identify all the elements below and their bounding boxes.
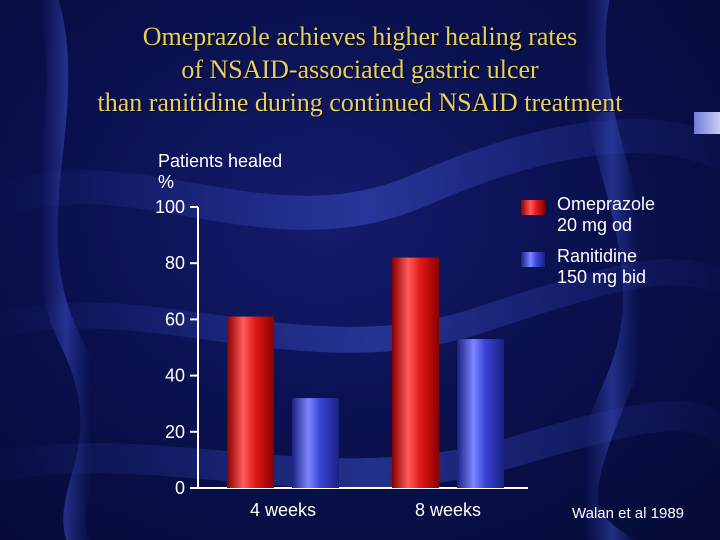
y-tick-label-80: 80: [165, 253, 185, 273]
y-axis-label-line-1: Patients healed: [158, 151, 283, 171]
x-category-label-2: 8 weeks: [415, 500, 481, 520]
slide-title: Omeprazole achieves higher healing rates…: [0, 20, 720, 119]
legend-label-ranitidine-line-2: 150 mg bid: [557, 267, 647, 287]
y-axis-label-line-2: %: [158, 172, 175, 192]
y-tick-label-60: 60: [165, 309, 185, 329]
legend-label-ranitidine-line-1: Ranitidine: [557, 246, 638, 266]
legend-swatch-ranitidine: [521, 252, 545, 267]
legend-label-omeprazole: Omeprazole 20 mg od: [557, 194, 655, 236]
legend-label-omeprazole-line-2: 20 mg od: [557, 215, 633, 235]
legend-label-ranitidine: Ranitidine 150 mg bid: [557, 246, 646, 288]
bar-ranitidine-2: [457, 339, 504, 488]
legend-label-omeprazole-line-1: Omeprazole: [557, 194, 656, 214]
y-axis-label: Patients healed %: [158, 151, 282, 193]
y-tick-label-0: 0: [175, 478, 185, 498]
decorative-accent-block: [694, 112, 720, 134]
title-line-2: of NSAID-associated gastric ulcer: [181, 55, 539, 84]
bar-ranitidine-1: [292, 398, 339, 488]
legend-swatch-omeprazole: [521, 200, 545, 215]
title-line-3: than ranitidine during continued NSAID t…: [97, 88, 623, 117]
y-tick-label-100: 100: [155, 197, 185, 217]
source-citation: Walan et al 1989: [572, 505, 685, 522]
y-tick-label-20: 20: [165, 422, 185, 442]
bar-omeprazole-2: [392, 257, 439, 488]
x-category-label-1: 4 weeks: [250, 500, 316, 520]
title-line-1: Omeprazole achieves higher healing rates: [142, 22, 578, 51]
y-tick-label-40: 40: [165, 366, 185, 386]
bar-omeprazole-1: [227, 316, 274, 488]
